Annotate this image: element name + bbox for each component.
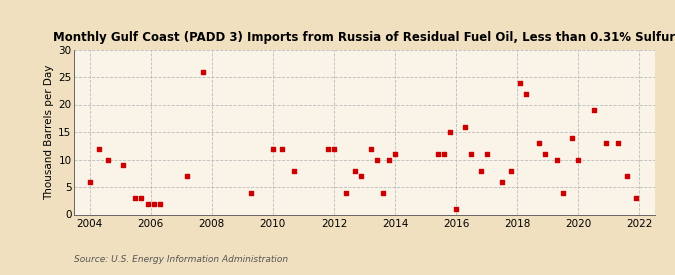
Point bbox=[329, 146, 340, 151]
Point bbox=[439, 152, 450, 156]
Point bbox=[622, 174, 632, 178]
Point bbox=[197, 69, 208, 74]
Point bbox=[515, 80, 526, 85]
Point bbox=[466, 152, 477, 156]
Point bbox=[371, 157, 382, 162]
Y-axis label: Thousand Barrels per Day: Thousand Barrels per Day bbox=[44, 64, 54, 200]
Point bbox=[117, 163, 128, 167]
Point bbox=[539, 152, 550, 156]
Point bbox=[136, 196, 147, 200]
Point bbox=[558, 190, 568, 195]
Point bbox=[588, 108, 599, 112]
Point bbox=[389, 152, 400, 156]
Point bbox=[460, 124, 470, 129]
Point bbox=[573, 157, 584, 162]
Point bbox=[130, 196, 141, 200]
Point bbox=[84, 179, 95, 184]
Point bbox=[365, 146, 376, 151]
Title: Monthly Gulf Coast (PADD 3) Imports from Russia of Residual Fuel Oil, Less than : Monthly Gulf Coast (PADD 3) Imports from… bbox=[53, 31, 675, 44]
Point bbox=[433, 152, 443, 156]
Point bbox=[323, 146, 333, 151]
Point bbox=[451, 207, 462, 211]
Point bbox=[567, 135, 578, 140]
Point bbox=[289, 168, 300, 173]
Point bbox=[350, 168, 360, 173]
Point bbox=[521, 91, 532, 96]
Point bbox=[267, 146, 278, 151]
Point bbox=[613, 141, 624, 145]
Text: Source: U.S. Energy Information Administration: Source: U.S. Energy Information Administ… bbox=[74, 255, 288, 264]
Point bbox=[356, 174, 367, 178]
Point bbox=[103, 157, 113, 162]
Point bbox=[246, 190, 257, 195]
Point bbox=[497, 179, 508, 184]
Point bbox=[182, 174, 192, 178]
Point bbox=[341, 190, 352, 195]
Point bbox=[475, 168, 486, 173]
Point bbox=[277, 146, 288, 151]
Point bbox=[148, 201, 159, 206]
Point bbox=[551, 157, 562, 162]
Point bbox=[533, 141, 544, 145]
Point bbox=[142, 201, 153, 206]
Point bbox=[481, 152, 492, 156]
Point bbox=[93, 146, 104, 151]
Point bbox=[445, 130, 456, 134]
Point bbox=[601, 141, 612, 145]
Point bbox=[377, 190, 388, 195]
Point bbox=[155, 201, 165, 206]
Point bbox=[506, 168, 516, 173]
Point bbox=[631, 196, 642, 200]
Point bbox=[383, 157, 394, 162]
